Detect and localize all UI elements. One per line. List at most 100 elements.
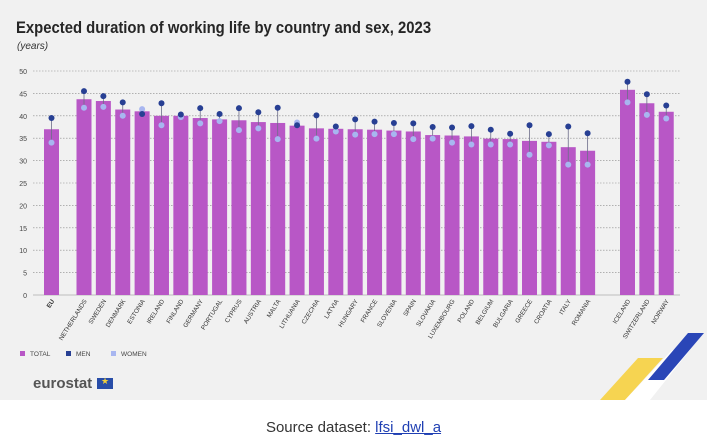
- chart-subtitle: (years): [17, 41, 49, 52]
- y-tick-label: 40: [19, 114, 27, 121]
- bar-total: [76, 99, 92, 295]
- point-men: [390, 119, 397, 126]
- y-tick-label: 35: [19, 136, 27, 143]
- x-tick-label: FINLAND: [165, 298, 185, 325]
- bar-total: [483, 138, 499, 295]
- point-women: [100, 103, 107, 110]
- point-men: [332, 123, 339, 130]
- y-tick-label: 30: [19, 159, 27, 166]
- point-men: [545, 131, 552, 138]
- point-women: [429, 135, 436, 142]
- x-tick-label: SWEDEN: [87, 298, 108, 326]
- point-men: [624, 78, 631, 85]
- point-women: [526, 151, 533, 158]
- point-women: [197, 120, 204, 127]
- point-women: [624, 99, 631, 106]
- point-men: [584, 130, 591, 137]
- point-men: [468, 123, 475, 130]
- bar-total: [308, 128, 324, 295]
- x-tick-label: IRELAND: [146, 298, 167, 325]
- y-tick-label: 25: [19, 181, 27, 188]
- bar-total: [444, 135, 460, 295]
- point-women: [81, 104, 87, 111]
- bar-total: [328, 128, 344, 295]
- point-men: [449, 124, 456, 131]
- y-tick-label: 45: [19, 91, 27, 98]
- point-men: [274, 104, 281, 111]
- bar-total: [134, 111, 150, 295]
- point-women: [332, 128, 339, 135]
- legend-swatch: [66, 351, 71, 356]
- bar-total: [522, 140, 538, 295]
- source-line: Source dataset: lfsi_dwl_a: [0, 419, 707, 436]
- point-men: [429, 124, 436, 130]
- legend-swatch: [20, 351, 25, 356]
- bar-total: [115, 109, 131, 295]
- point-men: [81, 88, 87, 95]
- bar-total: [580, 150, 596, 295]
- eurostat-logo: eurostat: [33, 375, 93, 392]
- x-tick-label: CROATIA: [533, 298, 554, 326]
- point-men: [216, 111, 223, 118]
- point-women: [449, 139, 456, 146]
- x-tick-label: AUSTRIA: [243, 298, 264, 326]
- point-men: [663, 102, 670, 109]
- bar-total: [250, 122, 266, 296]
- point-men: [197, 105, 204, 112]
- x-tick-label: ITALY: [558, 298, 573, 316]
- legend-label: TOTAL: [30, 351, 51, 358]
- point-men: [507, 130, 514, 137]
- point-men: [352, 116, 359, 123]
- point-women: [584, 161, 591, 168]
- x-tick-label: SLOVENIA: [376, 298, 399, 329]
- bar-total: [95, 101, 111, 296]
- point-men: [177, 111, 184, 118]
- point-women: [643, 111, 650, 118]
- x-tick-label: POLAND: [456, 298, 476, 324]
- bar-total: [620, 89, 635, 295]
- point-women: [390, 131, 397, 138]
- bar-total: [560, 147, 576, 295]
- point-women: [410, 136, 417, 143]
- point-women: [313, 135, 320, 142]
- bar-total: [386, 130, 402, 295]
- x-tick-label: CYPRUS: [224, 298, 244, 324]
- x-tick-label: HUNGARY: [337, 298, 360, 329]
- x-tick-label: SPAIN: [402, 298, 418, 318]
- point-women: [235, 127, 242, 134]
- bar-total: [463, 136, 479, 295]
- point-women: [565, 161, 572, 168]
- x-tick-label: BELGIUM: [475, 298, 496, 326]
- point-men: [565, 123, 572, 130]
- x-tick-label: MALTA: [266, 298, 283, 319]
- point-women: [487, 141, 494, 148]
- y-tick-label: 5: [23, 271, 27, 278]
- point-women: [158, 122, 165, 129]
- x-tick-label: DENMARK: [105, 298, 128, 329]
- point-men: [526, 122, 533, 129]
- legend-label: WOMEN: [121, 351, 147, 358]
- bar-total: [44, 129, 59, 295]
- x-tick-label: FRANCE: [360, 298, 380, 324]
- point-men: [313, 112, 320, 119]
- point-women: [663, 115, 670, 122]
- bar-total: [347, 129, 363, 295]
- x-tick-label: ESTONIA: [126, 298, 147, 326]
- point-men: [294, 122, 301, 129]
- point-women: [468, 141, 475, 148]
- bar-total: [173, 115, 189, 295]
- point-men: [255, 109, 262, 116]
- point-women: [274, 136, 281, 143]
- point-men: [48, 115, 55, 122]
- point-men: [158, 100, 165, 107]
- point-women: [216, 118, 223, 125]
- point-men: [487, 126, 494, 133]
- x-tick-label: NORWAY: [650, 298, 671, 326]
- y-tick-label: 10: [19, 248, 27, 255]
- y-tick-label: 15: [19, 226, 27, 233]
- source-dataset-link[interactable]: lfsi_dwl_a: [375, 419, 442, 436]
- bar-total: [192, 118, 208, 295]
- bar-total: [212, 119, 228, 295]
- point-women: [139, 106, 146, 113]
- y-tick-label: 20: [19, 203, 27, 210]
